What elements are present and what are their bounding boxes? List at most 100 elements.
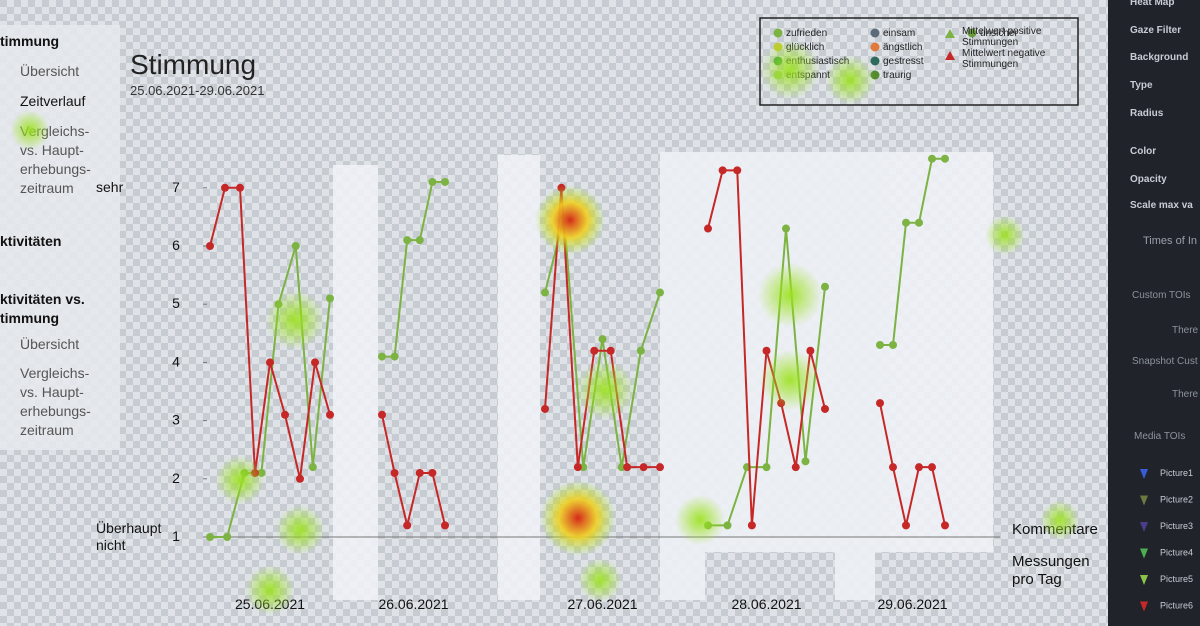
data-point bbox=[390, 468, 399, 477]
data-point bbox=[326, 410, 334, 419]
data-point bbox=[733, 166, 742, 175]
picture-label[interactable]: Picture3 bbox=[1160, 521, 1193, 531]
setting-label[interactable]: Gaze Filter bbox=[1130, 25, 1181, 36]
picture-label[interactable]: Picture6 bbox=[1160, 601, 1193, 611]
data-point bbox=[915, 218, 923, 227]
picture-icon bbox=[1140, 495, 1148, 506]
y-tick-label: 6 bbox=[172, 237, 180, 253]
y-tick-label: 5 bbox=[172, 295, 180, 311]
setting-label[interactable]: Type bbox=[1130, 80, 1153, 91]
data-point bbox=[573, 463, 582, 472]
legend-marker bbox=[870, 42, 880, 52]
data-point bbox=[390, 352, 399, 361]
group-label[interactable]: Custom TOIs bbox=[1132, 290, 1191, 301]
data-point bbox=[441, 521, 449, 530]
data-point bbox=[821, 404, 829, 413]
group-label[interactable]: Media TOIs bbox=[1134, 431, 1185, 442]
setting-label[interactable]: Heat Map bbox=[1130, 0, 1174, 8]
data-point bbox=[579, 463, 588, 472]
data-point bbox=[617, 463, 626, 472]
data-point bbox=[236, 183, 244, 192]
chart-layer: timmung Übersicht Zeitverlauf Vergleichs-vs… bbox=[0, 26, 1098, 612]
picture-icon bbox=[1140, 469, 1148, 479]
legend-label: traurig bbox=[883, 70, 911, 81]
data-point bbox=[801, 457, 810, 466]
data-point bbox=[428, 468, 437, 477]
series-line bbox=[879, 402, 946, 526]
data-point bbox=[441, 177, 449, 186]
sidebar-item[interactable]: ktivitäten vs. timmung bbox=[0, 291, 85, 326]
setting-label[interactable]: Radius bbox=[1130, 108, 1164, 119]
data-point bbox=[223, 533, 232, 541]
sidebar-item[interactable]: Übersicht bbox=[20, 62, 79, 79]
data-point bbox=[704, 224, 712, 233]
picture-label[interactable]: Picture1 bbox=[1160, 468, 1193, 478]
picture-label[interactable]: Picture5 bbox=[1160, 574, 1193, 584]
legend-label: Mittelwert positive Stimmungen bbox=[962, 26, 1042, 48]
legend-marker bbox=[945, 29, 955, 38]
setting-label[interactable]: Background bbox=[1130, 52, 1188, 63]
setting-label[interactable]: Scale max va bbox=[1130, 200, 1193, 211]
section-label[interactable]: Times of In bbox=[1143, 235, 1197, 247]
data-point bbox=[266, 358, 274, 367]
data-point bbox=[291, 242, 300, 250]
group-label[interactable]: Snapshot Cust bbox=[1132, 356, 1198, 367]
sidebar-bg bbox=[0, 25, 120, 450]
sidebar-item[interactable]: timmung bbox=[0, 33, 59, 49]
y-end-label: Überhaupt nicht bbox=[96, 519, 161, 553]
data-point bbox=[281, 410, 289, 419]
data-point bbox=[718, 166, 727, 175]
data-point bbox=[308, 463, 317, 472]
data-point bbox=[606, 346, 615, 355]
legend-box bbox=[759, 17, 1079, 106]
legend-label: ängstlich bbox=[883, 42, 922, 53]
legend-marker bbox=[967, 28, 977, 38]
chart-subtitle: 25.06.2021-29.06.2021 bbox=[130, 83, 264, 98]
y-tick-label: 2 bbox=[172, 470, 180, 486]
series-line bbox=[210, 245, 331, 538]
data-point bbox=[206, 533, 214, 541]
group-label[interactable]: There a bbox=[1172, 389, 1200, 400]
sidebar-item[interactable]: Übersicht bbox=[20, 335, 79, 352]
data-point bbox=[636, 346, 645, 355]
data-point bbox=[902, 218, 910, 227]
side-label: Messungen pro Tag bbox=[1012, 553, 1090, 588]
group-label[interactable]: There a bbox=[1172, 325, 1200, 336]
data-point bbox=[928, 154, 936, 163]
legend-label: einsam bbox=[883, 28, 915, 39]
sidebar-item[interactable]: Zeitverlauf bbox=[20, 93, 85, 109]
data-point bbox=[623, 463, 632, 472]
data-point bbox=[598, 335, 607, 344]
data-point bbox=[296, 474, 304, 483]
data-point bbox=[403, 236, 412, 245]
sidebar-item[interactable]: Vergleichs-vs. Haupt-erhebungs-zeitraum bbox=[20, 365, 91, 438]
legend-marker bbox=[773, 28, 783, 38]
chart-title: Stimmung bbox=[130, 49, 256, 80]
picture-icon bbox=[1140, 601, 1148, 612]
data-point bbox=[806, 346, 815, 355]
data-point bbox=[782, 224, 790, 233]
picture-label[interactable]: Picture2 bbox=[1160, 495, 1193, 505]
data-point bbox=[326, 294, 334, 303]
data-point bbox=[889, 463, 897, 472]
heatmap bbox=[10, 40, 1080, 615]
data-point bbox=[415, 468, 424, 477]
legend-label: Mittelwert negative Stimmungen bbox=[962, 48, 1046, 70]
data-point bbox=[590, 346, 599, 355]
y-tick-label: 3 bbox=[172, 411, 180, 427]
data-point bbox=[762, 463, 771, 472]
data-point bbox=[541, 404, 549, 413]
setting-label[interactable]: Opacity bbox=[1130, 174, 1167, 185]
right-panel bbox=[1108, 0, 1200, 626]
x-tick-label: 27.06.2021 bbox=[567, 596, 637, 612]
setting-label[interactable]: Color bbox=[1130, 146, 1156, 157]
picture-label[interactable]: Picture4 bbox=[1160, 548, 1193, 558]
data-point bbox=[941, 521, 949, 530]
data-point bbox=[428, 177, 437, 186]
sidebar-item[interactable]: ktivitäten bbox=[0, 233, 61, 249]
data-point bbox=[378, 410, 386, 419]
data-point bbox=[656, 463, 664, 472]
series-line bbox=[381, 414, 446, 526]
